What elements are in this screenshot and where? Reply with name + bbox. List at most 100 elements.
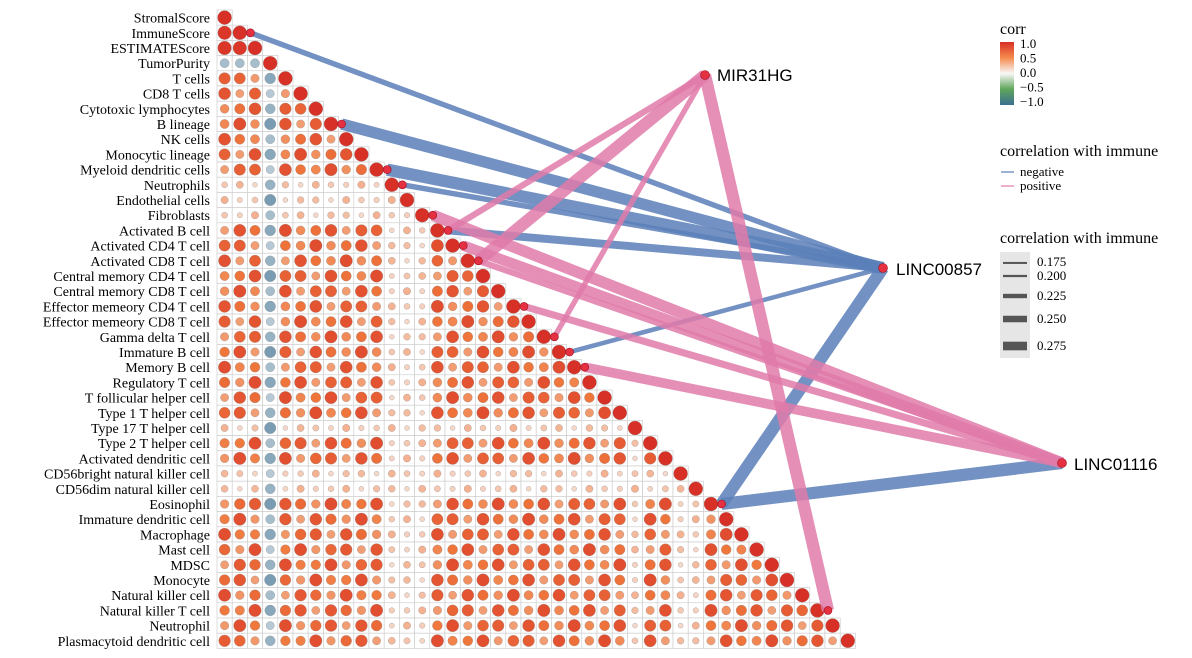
corr-circle — [617, 425, 623, 431]
corr-circle — [325, 316, 337, 327]
corr-circle — [705, 589, 717, 601]
corr-circle — [389, 501, 395, 507]
corr-circle — [418, 257, 426, 265]
corr-circle — [265, 407, 276, 418]
corr-circle — [403, 500, 411, 508]
row-labels: StromalScoreImmuneScoreESTIMATEScoreTumo… — [43, 12, 210, 650]
corr-circle — [507, 543, 520, 556]
corr-circle — [370, 224, 383, 237]
corr-circle — [446, 270, 459, 282]
row-label-central-memory-cd4-t-cell: Central memory CD4 T cell — [53, 270, 210, 285]
corr-circle — [326, 302, 336, 311]
corr-circle — [294, 543, 307, 556]
link-anchor-dot — [717, 499, 726, 509]
corr-circle — [462, 498, 474, 510]
corr-circle — [296, 575, 306, 585]
corr-circle — [264, 604, 276, 616]
corr-circle — [341, 621, 351, 630]
corr-circle — [234, 300, 246, 312]
corr-circle — [235, 256, 245, 266]
corr-circle — [296, 424, 305, 432]
corr-circle — [476, 634, 490, 648]
corr-circle — [264, 498, 277, 510]
corr-circle — [796, 604, 808, 617]
corr-circle — [631, 606, 639, 614]
corr-circle — [340, 148, 353, 161]
corr-circle — [388, 455, 395, 462]
corr-circle — [567, 558, 581, 572]
sign-legend-label-positive: positive — [1020, 178, 1061, 193]
corr-circle — [493, 575, 504, 585]
corr-circle — [554, 393, 564, 403]
corr-circle — [295, 559, 306, 570]
corr-circle — [233, 619, 247, 632]
corr-circle — [554, 453, 564, 464]
corr-circle — [553, 406, 565, 419]
corr-circle — [631, 500, 639, 508]
sign-legend-label-negative: negative — [1020, 164, 1064, 179]
corr-circle — [419, 470, 426, 477]
row-label-cd8-t-cells: CD8 T cells — [143, 88, 210, 103]
corr-circle — [282, 486, 289, 492]
corr-circle — [418, 317, 426, 326]
corr-circle — [568, 437, 580, 449]
corr-circle — [600, 438, 609, 448]
corr-circle — [371, 362, 382, 372]
corr-circle — [646, 469, 654, 478]
corr-circle — [601, 424, 609, 432]
corr-circle — [328, 425, 334, 431]
corr-circle — [370, 269, 384, 283]
corr-circle — [404, 486, 410, 492]
corr-circle — [478, 316, 488, 327]
width-legend-swatch — [1003, 315, 1027, 323]
corr-circle — [249, 254, 261, 267]
corr-circle — [265, 210, 275, 220]
corr-circle — [677, 562, 684, 568]
link-linc01116-memory-b-cell — [583, 362, 1063, 468]
corr-circle — [446, 346, 459, 358]
corr-circle — [371, 285, 382, 297]
corr-circle — [265, 635, 276, 646]
corr-circle — [387, 591, 396, 600]
corr-circle — [643, 634, 657, 648]
colorbar-title: corr — [1000, 21, 1026, 38]
corr-circle — [555, 424, 563, 432]
corr-circle — [432, 620, 443, 631]
corr-circle — [659, 604, 672, 617]
corr-circle — [644, 452, 657, 465]
corr-circle — [495, 425, 502, 431]
corr-circle — [263, 56, 278, 71]
corr-circle — [296, 119, 305, 129]
corr-circle — [403, 393, 411, 402]
corr-circle — [584, 636, 595, 646]
corr-circle — [493, 530, 503, 539]
corr-circle — [327, 211, 335, 219]
corr-circle — [237, 425, 243, 431]
corr-circle — [571, 486, 577, 492]
corr-circle — [673, 466, 688, 481]
gene-label-mir31hg: MIR31HG — [717, 66, 793, 85]
corr-circle — [249, 362, 261, 373]
corr-circle — [279, 513, 292, 526]
corr-circle — [309, 300, 323, 313]
corr-circle — [461, 589, 474, 602]
corr-circle — [464, 470, 471, 477]
corr-circle — [403, 333, 411, 341]
row-label-myeloid-dendritic-cells: Myeloid dendritic cells — [80, 164, 210, 179]
corr-circle — [447, 377, 458, 388]
corr-circle — [399, 192, 415, 208]
corr-circle — [568, 407, 580, 419]
corr-circle — [234, 72, 246, 85]
link-anchor-dot — [474, 256, 483, 266]
corr-circle — [219, 376, 231, 388]
corr-circle — [265, 362, 275, 372]
corr-circle — [491, 330, 505, 344]
corr-circle — [828, 636, 837, 646]
corr-circle — [247, 40, 263, 56]
row-label-immunescore: ImmuneScore — [131, 27, 210, 42]
corr-circle — [601, 485, 608, 492]
corr-circle — [388, 637, 396, 645]
row-label-natural-killer-cell: Natural killer cell — [111, 589, 210, 604]
corr-circle — [540, 424, 548, 432]
corr-circle — [431, 634, 444, 648]
